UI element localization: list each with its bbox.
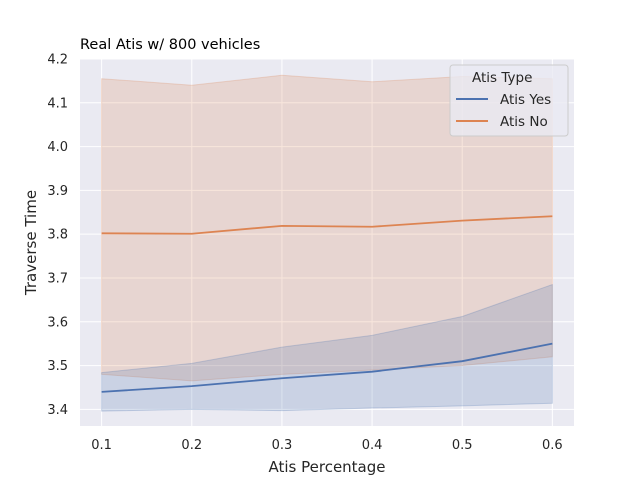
y-tick-label: 3.9 [47, 184, 68, 199]
x-tick-label: 0.1 [91, 438, 112, 453]
y-tick-label: 3.6 [47, 315, 68, 330]
legend-label-atis-no: Atis No [500, 114, 548, 130]
legend: Atis Type Atis Yes Atis No [449, 64, 569, 137]
x-axis-label: Atis Percentage [268, 458, 385, 476]
chart-title: Real Atis w/ 800 vehicles [80, 37, 260, 53]
y-tick-label: 3.4 [47, 403, 68, 418]
gridlines [80, 58, 574, 426]
series-line-atis-yes [101, 342, 553, 393]
y-tick-labels: 3.4 3.5 3.6 3.7 3.8 3.9 4.0 4.1 4.2 [47, 53, 68, 418]
legend-label-atis-yes: Atis Yes [500, 92, 551, 108]
legend-box [449, 64, 569, 137]
ci-band-atis-yes [101, 283, 553, 412]
y-tick-label: 4.2 [47, 53, 68, 68]
y-tick-label: 4.1 [47, 96, 68, 111]
ci-band-atis-no [101, 74, 553, 382]
x-tick-label: 0.3 [272, 438, 293, 453]
y-tick-label: 3.7 [47, 271, 68, 286]
series-line-atis-no [101, 215, 553, 235]
confidence-bands [101, 74, 553, 412]
legend-title: Atis Type [472, 70, 532, 86]
x-tick-label: 0.6 [542, 438, 563, 453]
x-tick-label: 0.4 [362, 438, 383, 453]
x-tick-label: 0.5 [452, 438, 473, 453]
y-tick-label: 3.8 [47, 228, 68, 243]
y-axis-label: Traverse Time [22, 190, 40, 296]
series-lines [101, 215, 553, 393]
x-tick-labels: 0.1 0.2 0.3 0.4 0.5 0.6 [91, 438, 562, 453]
y-tick-label: 4.0 [47, 140, 68, 155]
x-tick-label: 0.2 [181, 438, 202, 453]
y-tick-label: 3.5 [47, 359, 68, 374]
